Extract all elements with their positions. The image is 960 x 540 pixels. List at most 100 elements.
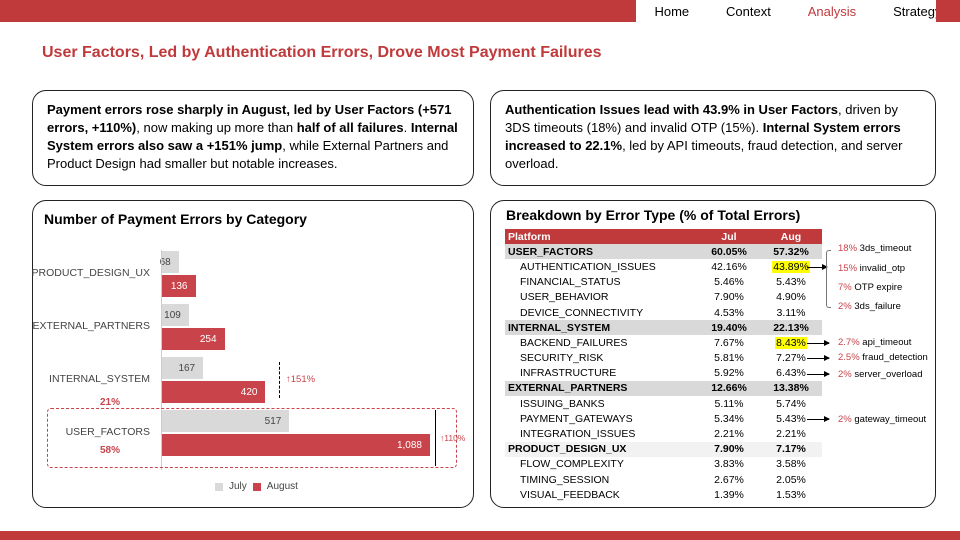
nav-analysis[interactable]: Analysis bbox=[807, 3, 857, 19]
note: 2% server_overload bbox=[838, 369, 923, 380]
cell-aug: 2.21% bbox=[776, 428, 806, 441]
nav-home[interactable]: Home bbox=[654, 3, 690, 19]
chart-axis bbox=[161, 250, 162, 470]
july-bar: 167 bbox=[162, 357, 204, 379]
note: 7% OTP expire bbox=[838, 282, 902, 293]
cell-name: FLOW_COMPLEXITY bbox=[520, 458, 624, 471]
july-bar: 68 bbox=[159, 251, 179, 273]
note: 2.5% fraud_detection bbox=[838, 352, 928, 363]
header-aug: Aug bbox=[780, 230, 802, 243]
cell-jul: 2.21% bbox=[714, 428, 744, 441]
arrow-icon bbox=[807, 355, 830, 361]
note-label: api_timeout bbox=[862, 337, 912, 348]
top-bar-end bbox=[936, 0, 960, 22]
cell-aug: 6.43% bbox=[776, 367, 806, 380]
note-label: 3ds_failure bbox=[854, 301, 901, 312]
cell-name: INFRASTRUCTURE bbox=[520, 367, 617, 380]
summary-bold: Authentication Issues lead with 43.9% in… bbox=[505, 102, 839, 117]
data-label: 517 bbox=[264, 415, 282, 427]
table-row: BACKEND_FAILURES 7.67% 8.43% bbox=[505, 335, 822, 350]
cell-name: ISSUING_BANKS bbox=[520, 397, 605, 410]
cell-aug: 1.53% bbox=[776, 488, 806, 501]
cell-name: EXTERNAL_PARTNERS bbox=[508, 382, 628, 395]
summary-bold: half of all failures bbox=[296, 120, 404, 135]
note-label: invalid_otp bbox=[859, 263, 906, 274]
note: 15% invalid_otp bbox=[838, 263, 905, 274]
table-row: INFRASTRUCTURE 5.92% 6.43% bbox=[505, 366, 822, 381]
table-row: AUTHENTICATION_ISSUES 42.16% 43.89% bbox=[505, 259, 822, 274]
cell-aug: 5.43% bbox=[776, 276, 806, 289]
data-label: 167 bbox=[178, 362, 196, 374]
breakdown-table: Platform Jul Aug USER_FACTORS 60.05% 57.32… bbox=[505, 229, 822, 502]
cell-jul: 2.67% bbox=[714, 473, 744, 486]
legend-july: July bbox=[229, 481, 247, 492]
header-platform: Platform bbox=[508, 230, 551, 243]
cell-jul: 5.34% bbox=[714, 412, 744, 425]
cell-aug: 3.11% bbox=[776, 306, 806, 319]
table-row: DEVICE_CONNECTIVITY 4.53% 3.11% bbox=[505, 305, 822, 320]
summary-text: , driven by 3DS timeouts (18%) and inval… bbox=[505, 102, 899, 135]
cell-jul: 19.40% bbox=[711, 321, 747, 334]
user-growth: ↑110% bbox=[440, 433, 466, 443]
august-bar: 420 bbox=[162, 381, 266, 403]
nav-strategy[interactable]: Strategy bbox=[893, 3, 942, 19]
category-label: PRODUCT_DESIGN_UX bbox=[31, 267, 150, 279]
table-row: USER_FACTORS 60.05% 57.32% bbox=[505, 244, 822, 260]
cell-jul: 3.83% bbox=[714, 458, 744, 471]
data-label: 136 bbox=[170, 280, 188, 292]
august-bar: 1,088 bbox=[162, 434, 430, 456]
table-row: EXTERNAL_PARTNERS 12.66% 13.38% bbox=[505, 380, 822, 397]
note-label: fraud_detection bbox=[862, 352, 928, 363]
note-pct: 2.7% bbox=[838, 337, 860, 348]
nav-context[interactable]: Context bbox=[726, 3, 771, 19]
cell-aug: 3.58% bbox=[776, 458, 806, 471]
cell-aug: 5.43% bbox=[776, 412, 806, 425]
cell-name: BACKEND_FAILURES bbox=[520, 336, 628, 349]
august-bar: 136 bbox=[162, 275, 196, 297]
data-label: 109 bbox=[164, 309, 181, 321]
table-row: PRODUCT_DESIGN_UX 7.90% 7.17% bbox=[505, 441, 822, 457]
summary-text: , led by API timeouts, fraud detection, … bbox=[505, 138, 903, 171]
summary-bold: Internal System errors also saw a +151% … bbox=[47, 120, 458, 153]
arrow-icon bbox=[807, 416, 830, 422]
cell-name: INTEGRATION_ISSUES bbox=[520, 428, 636, 441]
cell-name: VISUAL_FEEDBACK bbox=[520, 488, 620, 501]
note: 2.7% api_timeout bbox=[838, 337, 911, 348]
legend-august: August bbox=[266, 481, 298, 492]
cell-aug: 57.32% bbox=[773, 245, 809, 258]
data-label: 420 bbox=[240, 386, 258, 398]
cell-jul: 5.92% bbox=[714, 367, 744, 380]
note-label: gateway_timeout bbox=[854, 414, 927, 425]
cell-jul: 60.05% bbox=[711, 245, 747, 258]
chart-panel bbox=[32, 200, 474, 508]
page-title: User Factors, Led by Authentication Erro… bbox=[42, 44, 602, 61]
note-pct: 2.5% bbox=[838, 352, 860, 363]
note-pct: 7% bbox=[838, 282, 852, 293]
header-jul: Jul bbox=[721, 230, 737, 243]
summary-bold: Internal System errors increased to 22.1… bbox=[505, 120, 901, 153]
cell-aug: 4.90% bbox=[776, 291, 806, 304]
data-label: 254 bbox=[199, 333, 217, 345]
table-header: Platform Jul Aug bbox=[505, 229, 822, 245]
bracket-icon bbox=[826, 250, 831, 308]
cell-jul: 42.16% bbox=[711, 260, 747, 273]
highlighted-value: 8.43% bbox=[775, 336, 807, 349]
top-bar bbox=[0, 0, 636, 22]
note-pct: 2% bbox=[838, 301, 852, 312]
july-bar: 109 bbox=[162, 304, 189, 326]
cell-name: USER_BEHAVIOR bbox=[520, 291, 609, 304]
cell-name: FINANCIAL_STATUS bbox=[520, 276, 621, 289]
cell-name: DEVICE_CONNECTIVITY bbox=[520, 306, 644, 319]
highlighted-value: 43.89% bbox=[772, 260, 810, 273]
arrow-icon bbox=[807, 371, 830, 377]
cell-jul: 4.53% bbox=[714, 306, 744, 319]
internal-share: 21% bbox=[100, 397, 121, 408]
note-pct: 18% bbox=[838, 243, 858, 254]
data-label: 1,088 bbox=[396, 439, 422, 451]
note-pct: 2% bbox=[838, 414, 852, 425]
chart-title: Number of Payment Errors by Category bbox=[44, 211, 307, 227]
cell-jul: 5.46% bbox=[714, 276, 744, 289]
data-label: 68 bbox=[159, 256, 171, 268]
note: 2% gateway_timeout bbox=[838, 414, 926, 425]
table-row: FLOW_COMPLEXITY 3.83% 3.58% bbox=[505, 457, 822, 472]
